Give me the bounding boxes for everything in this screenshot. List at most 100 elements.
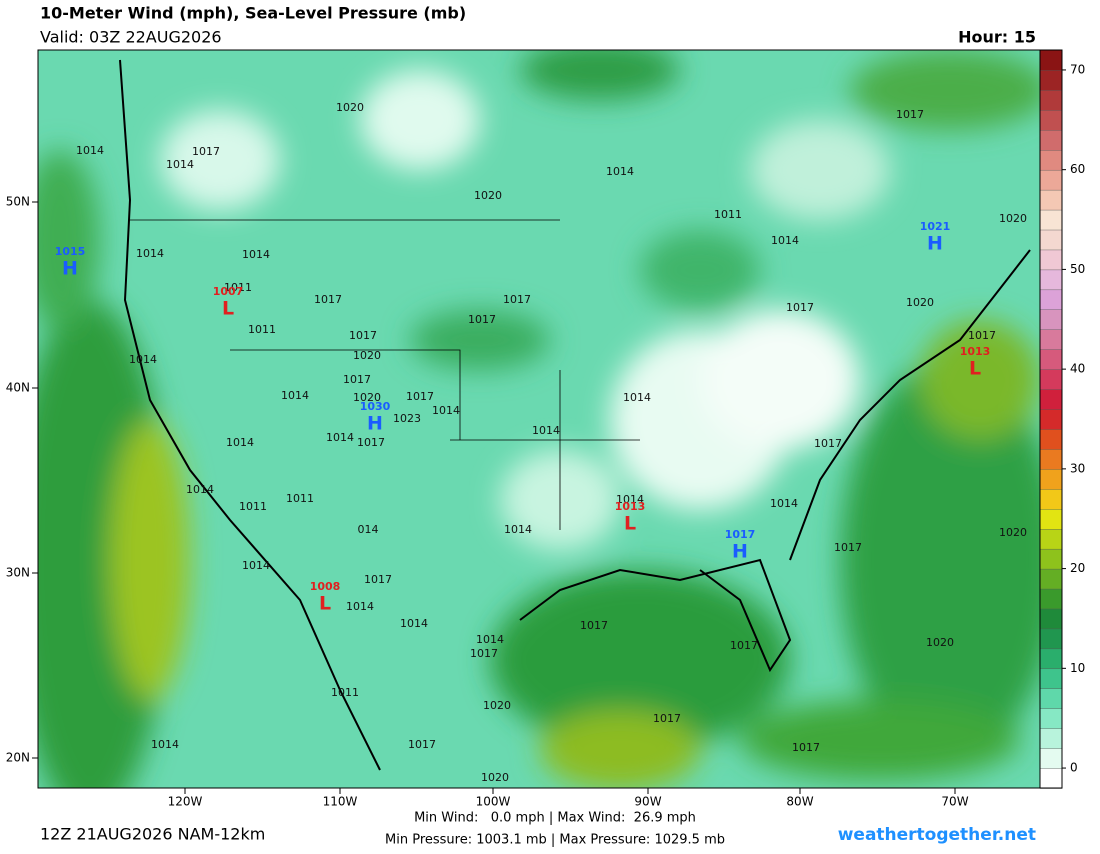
isobar-label: 1017: [468, 313, 496, 326]
isobar-label: 1014: [476, 633, 504, 646]
center-pressure: 1030: [360, 400, 391, 413]
title: 10-Meter Wind (mph), Sea-Level Pressure …: [40, 4, 466, 23]
colorbar-band: [1039, 169, 1063, 191]
isobar-label: 1020: [926, 636, 954, 649]
isobar-label: 1023: [393, 412, 421, 425]
isobar-label: 1014: [770, 497, 798, 510]
coastline: [119, 59, 1031, 771]
colorbar-band: [1039, 348, 1063, 370]
isobar-label: 1020: [999, 212, 1027, 225]
isobar-label: 1014: [346, 600, 374, 613]
lon-label: 120W: [168, 795, 203, 809]
colorbar-band: [1039, 129, 1063, 151]
colorbar-band: [1039, 249, 1063, 271]
colorbar-band: [1039, 109, 1063, 131]
isobar-label: 1014: [432, 404, 460, 417]
center-pressure: 1008: [310, 580, 341, 593]
center-pressure: 1017: [725, 528, 756, 541]
isobar-label: 1017: [364, 573, 392, 586]
lon-label: 100W: [476, 795, 511, 809]
isobar-label: 1017: [408, 738, 436, 751]
isobar-label: 1011: [248, 323, 276, 336]
isobar-label: 1014: [532, 424, 560, 437]
site-link[interactable]: weathertogether.net: [838, 825, 1036, 845]
center-pressure: 1013: [960, 345, 991, 358]
colorbar-band: [1039, 568, 1063, 590]
isobar-label: 1014: [616, 493, 644, 506]
isobar-label: 1011: [331, 686, 359, 699]
colorbar-band: [1039, 628, 1063, 650]
colorbar-band: [1039, 289, 1063, 310]
colorbar-band: [1039, 727, 1063, 749]
isobar-label: 1014: [623, 391, 651, 404]
isobar-label: 1017: [192, 145, 220, 158]
colorbar-band: [1039, 428, 1063, 450]
isobar-label: 1017: [503, 293, 531, 306]
colorbar-band: [1039, 747, 1063, 769]
colorbar-label: 10: [1070, 661, 1085, 675]
colorbar-band: [1039, 767, 1063, 789]
colorbar-label: 70: [1070, 62, 1085, 76]
colorbar-label: 50: [1070, 262, 1085, 276]
isobar-label: 1014: [400, 617, 428, 630]
colorbar-band: [1039, 648, 1063, 670]
lat-label: 40N: [6, 381, 30, 395]
isobar-label: 1011: [224, 281, 252, 294]
isobar-label: 1020: [483, 699, 511, 712]
colorbar: 0 10 20 30 40 50 60 70: [1039, 49, 1085, 789]
isobar-label: 1020: [353, 349, 381, 362]
isobar-label: 1017: [896, 108, 924, 121]
colorbar-band: [1039, 528, 1063, 550]
isobar-label: 1017: [786, 301, 814, 314]
isobar-label: 1017: [653, 712, 681, 725]
lon-label: 70W: [941, 795, 968, 809]
wind-shading: [38, 50, 1040, 788]
center-letter: H: [927, 233, 943, 255]
isobar-label: 1020: [999, 526, 1027, 539]
colorbar-band: [1039, 269, 1063, 291]
colorbar-label: 30: [1070, 461, 1085, 475]
isobar-label: 1014: [606, 165, 634, 178]
colorbar-band: [1039, 708, 1063, 729]
colorbar-band: [1039, 49, 1063, 71]
isobar-label: 1020: [481, 771, 509, 784]
colorbar-band: [1039, 189, 1063, 211]
isobar-label: 1014: [129, 353, 157, 366]
isobar-label: 1014: [76, 144, 104, 157]
colorbar-band: [1039, 668, 1063, 689]
center-pressure: 1021: [920, 220, 951, 233]
isobar-label: 1014: [226, 436, 254, 449]
colorbar-band: [1039, 368, 1063, 390]
isobar-label: 1017: [792, 741, 820, 754]
colorbar-band: [1039, 69, 1063, 91]
valid-time: Valid: 03Z 22AUG2026: [40, 28, 222, 47]
isobar-label: 1020: [906, 296, 934, 309]
isobar-label: 1017: [349, 329, 377, 342]
colorbar-band: [1039, 548, 1063, 570]
isobar-label: 1014: [326, 431, 354, 444]
colorbar-band: [1039, 468, 1063, 490]
colorbar-label: 60: [1070, 162, 1085, 176]
colorbar-band: [1039, 309, 1063, 330]
lat-label: 50N: [6, 195, 30, 209]
colorbar-label: 20: [1070, 561, 1085, 575]
colorbar-band: [1039, 229, 1063, 251]
isobar-label: 1017: [406, 390, 434, 403]
isobar-label: 1017: [357, 436, 385, 449]
isobar-label: 1020: [474, 189, 502, 202]
center-letter: H: [62, 258, 78, 280]
forecast-hour: Hour: 15: [958, 28, 1036, 47]
isobar-label: 1014: [166, 158, 194, 171]
colorbar-band: [1039, 329, 1063, 350]
colorbar-frame: [1039, 49, 1063, 789]
isobar-label: 1017: [834, 541, 862, 554]
colorbar-band: [1039, 588, 1063, 610]
isobar-label: 1014: [136, 247, 164, 260]
isobar-label: 1011: [714, 208, 742, 221]
isobar-label: 1011: [239, 500, 267, 513]
